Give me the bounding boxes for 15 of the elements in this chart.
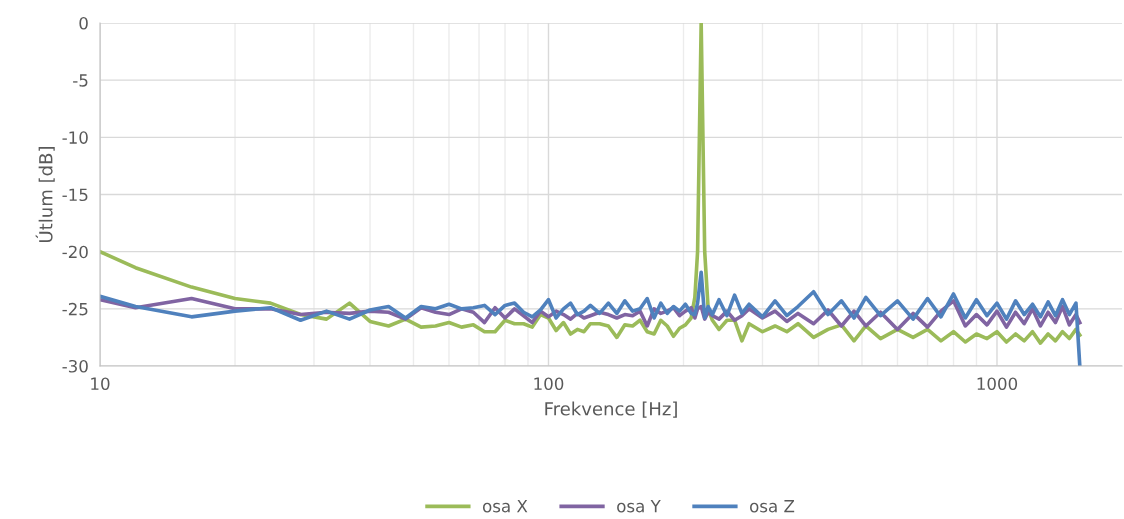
- legend-label: osa Y: [617, 500, 661, 513]
- legend-label: osa X: [482, 500, 528, 513]
- legend-label: osa Z: [750, 500, 795, 513]
- y-tick-label: -20: [62, 245, 88, 259]
- y-axis-title: Útlum [dB]: [35, 147, 55, 242]
- x-axis-title: Frekvence [Hz]: [545, 401, 677, 418]
- y-tick-label: -25: [62, 302, 88, 316]
- y-tick-label: -15: [62, 188, 88, 202]
- y-tick-label: -10: [62, 131, 88, 144]
- x-tick-label: 1000: [977, 377, 1018, 391]
- x-tick-label: 100: [534, 377, 564, 391]
- y-tick-label: -5: [73, 74, 88, 87]
- x-tick-label: 10: [91, 377, 110, 391]
- y-tick-label: -30: [62, 359, 88, 373]
- y-tick-label: 0: [79, 16, 88, 30]
